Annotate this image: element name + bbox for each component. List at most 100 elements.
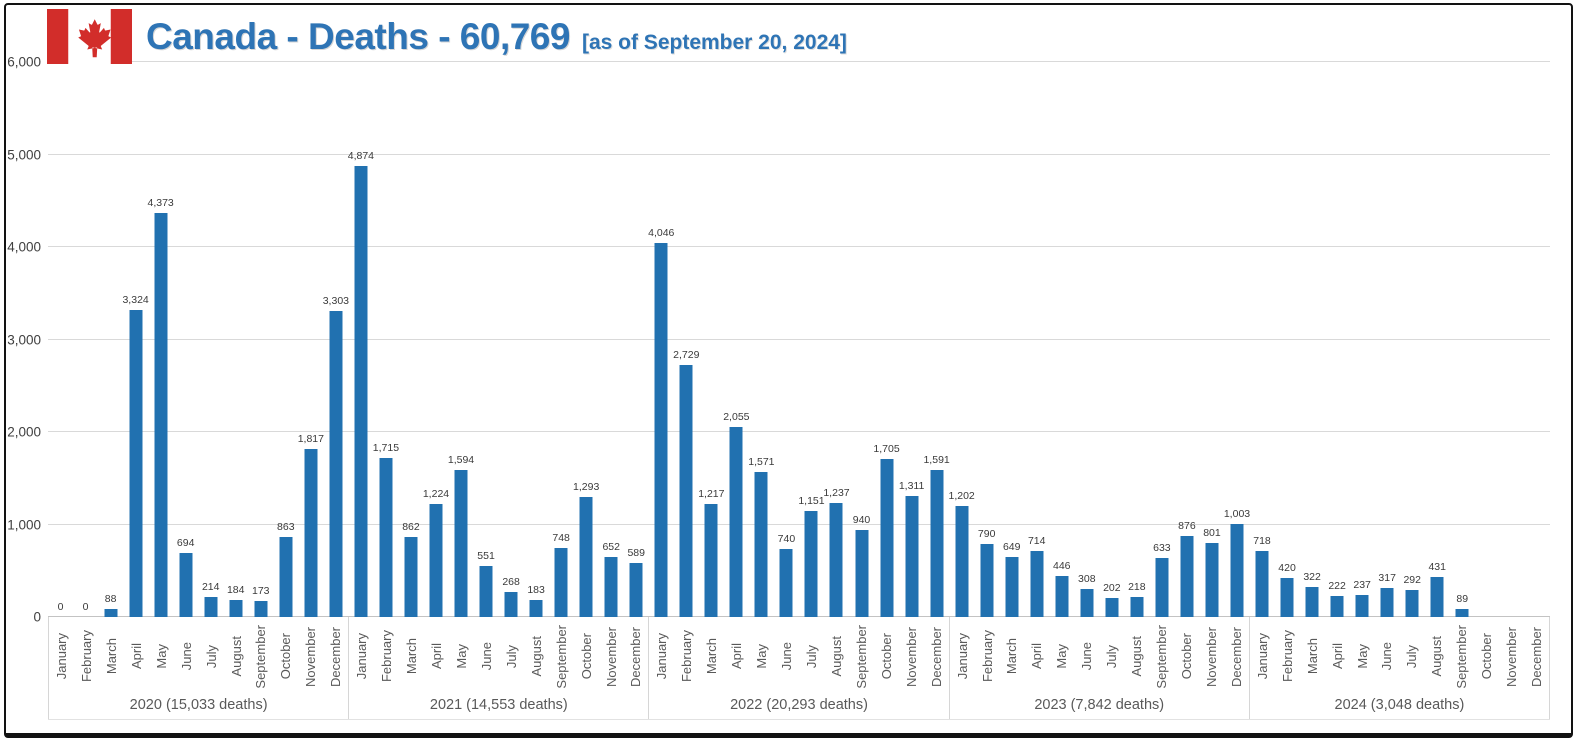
bar-slot-2020-july: 214 [198,62,223,617]
bar-slot-2020-january: 0 [48,62,73,617]
bar [804,510,818,617]
bar [454,469,468,617]
bar [254,601,268,617]
y-axis-label: 3,000 [7,332,41,347]
bar-slot-2023-november: 801 [1199,62,1224,617]
month-label: December [1529,626,1545,687]
bar [279,537,293,617]
bar [504,592,518,617]
month-label: October [1179,633,1195,680]
bar [1405,590,1419,617]
month-label: March [704,638,720,675]
bar-value-label: 268 [502,576,520,589]
month-label: July [503,644,519,669]
year-group-label: 2020 (15,033 deaths) [129,697,268,713]
bar-slot-2023-june: 308 [1074,62,1099,617]
month-label: August [228,636,244,677]
month-label: July [1404,644,1420,669]
bar-slot-2020-february: 0 [73,62,98,617]
plot-area: 0 0 88 3,324 4,373 694 214 184 173 863 1,817 3,303 4… [48,61,1550,617]
bar-slot-2023-october: 876 [1174,62,1199,617]
month-label: November [1504,626,1520,687]
bar [354,166,368,617]
bar-slot-2021-march: 862 [398,62,423,617]
bar [1455,608,1469,617]
month-label: May [1354,644,1370,669]
bar-slot-2024-january: 718 [1250,62,1275,617]
bar-value-label: 1,571 [748,455,775,468]
bar-value-label: 317 [1378,571,1396,584]
bar-value-label: 714 [1027,534,1046,547]
bar-value-label: 1,217 [698,488,725,501]
bar [429,503,443,617]
gridline [48,246,1550,247]
bar [529,600,543,617]
bar-slot-2021-october: 1,293 [573,62,599,617]
bar-slot-2023-august: 218 [1124,62,1149,617]
bar-value-label: 237 [1353,579,1371,592]
month-label: October [578,633,594,680]
bar-slot-2022-july: 1,151 [798,62,825,617]
bar [304,448,318,617]
bar [329,311,343,617]
bar [554,547,568,617]
bar-slot-2021-may: 1,594 [448,62,474,617]
month-label: February [979,630,995,683]
bar [1255,550,1269,617]
bar-value-label: 222 [1328,580,1346,593]
year-group-2024: January February March April May June July Augu… [1248,617,1551,719]
bar [955,505,969,617]
months-row: January February March April May June July Augu… [49,617,348,693]
bar [1280,578,1294,617]
bar-slot-2020-june: 694 [173,62,198,617]
month-label: March [1304,638,1320,675]
bar-slot-2023-march: 649 [999,62,1024,617]
month-label: August [1129,636,1145,677]
bar [179,552,193,617]
month-label: May [153,644,169,669]
bar-value-label: 862 [402,521,420,534]
year-group-label: 2022 (20,293 deaths) [730,697,868,713]
bar-slot-2020-december: 3,303 [323,62,349,617]
month-label: June [779,642,795,671]
bar-value-label: 0 [82,601,89,613]
bar-value-label: 308 [1078,572,1096,585]
bar-value-label: 652 [602,540,620,553]
bar-slot-2022-september: 940 [849,62,874,617]
chart-header: Canada - Deaths - 60,769 [as of Septembe… [47,9,847,64]
bar [1055,575,1069,617]
bar [1205,542,1219,617]
bar-value-label: 748 [552,531,570,544]
bar-slot-2024-march: 322 [1300,62,1325,617]
bar-value-label: 649 [1002,540,1021,553]
bar-value-label: 1,311 [898,479,925,492]
bar-slot-2020-april: 3,324 [122,62,149,617]
bar [229,599,243,617]
bar [1105,598,1119,617]
bar-value-label: 4,874 [347,150,375,163]
bar-slot-2024-september: 89 [1450,62,1475,617]
month-label: May [453,644,469,669]
bar-slot-2022-january: 4,046 [648,62,674,617]
y-axis-label: 4,000 [7,239,41,255]
month-label: December [628,626,644,687]
bar-value-label: 3,324 [122,293,149,306]
bar-value-label: 420 [1278,562,1296,575]
month-label: August [1429,636,1445,677]
bar-slot-2020-march: 88 [98,62,123,617]
bar-slot-2024-february: 420 [1275,62,1300,617]
bar [379,458,393,617]
months-row: January February March April May June July Augu… [1250,617,1549,693]
month-label: August [828,636,844,677]
bar-slot-2024-december [1525,62,1550,617]
bar [905,495,919,617]
month-label: June [478,642,494,671]
bar-slot-2024-april: 222 [1325,62,1350,617]
month-label: March [1004,638,1020,675]
bar-value-label: 551 [477,550,495,563]
bar [404,537,418,617]
bar-slot-2021-november: 652 [599,62,624,617]
bar-value-label: 718 [1253,534,1271,547]
bar [129,309,143,617]
